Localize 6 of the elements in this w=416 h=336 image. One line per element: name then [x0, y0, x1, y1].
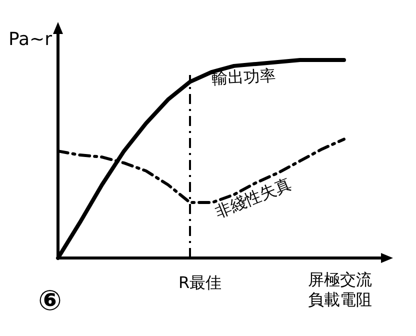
y-axis-title: Pa~r [8, 29, 53, 50]
text: ⑥ [38, 284, 62, 317]
text: 非綫性失真 [212, 174, 294, 222]
series-label: 輸出功率 [211, 66, 276, 88]
text: R最佳 [178, 273, 222, 292]
x-axis-title: 屏極交流負載電阻 [308, 270, 372, 309]
